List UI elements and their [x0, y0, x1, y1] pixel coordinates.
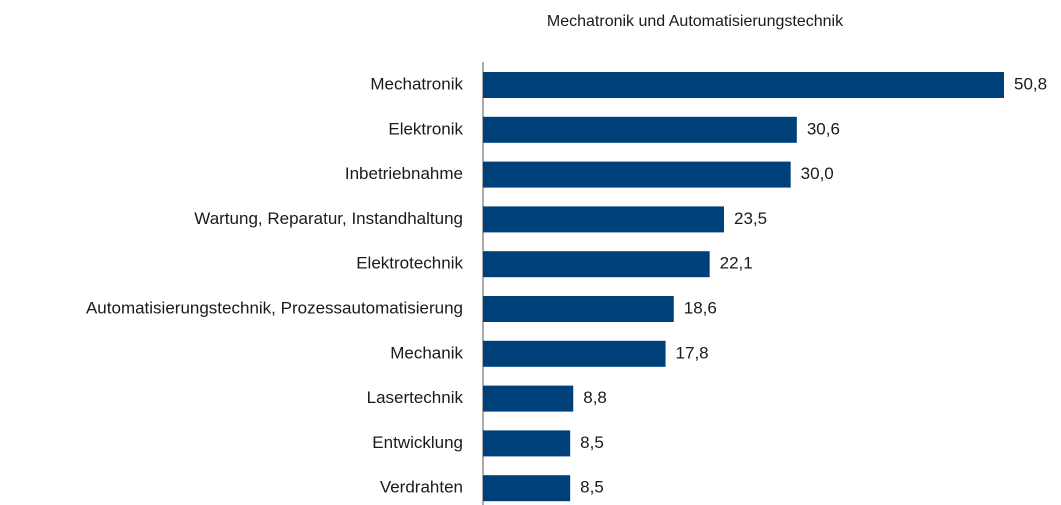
bar [483, 296, 674, 322]
bar [483, 116, 797, 143]
category-label: Inbetriebnahme [345, 164, 463, 183]
value-label: 23,5 [734, 209, 767, 228]
value-label: 50,8 [1014, 74, 1047, 93]
value-label: 8,8 [583, 388, 607, 407]
bar [483, 430, 571, 457]
bar [483, 340, 666, 367]
value-label: 8,5 [580, 433, 604, 452]
value-label: 30,0 [801, 164, 834, 183]
chart-title: Mechatronik und Automatisierungstechnik [547, 13, 844, 30]
value-label: 18,6 [684, 298, 717, 317]
category-label: Entwicklung [372, 433, 463, 452]
bar [483, 72, 1004, 98]
value-label: 22,1 [720, 254, 753, 273]
bar [483, 251, 710, 278]
category-label: Verdrahten [380, 478, 463, 497]
bar [483, 385, 574, 412]
value-label: 17,8 [676, 343, 709, 362]
category-label: Mechatronik [370, 74, 463, 93]
category-label: Mechanik [390, 343, 463, 362]
value-label: 30,6 [807, 119, 840, 138]
category-label: Lasertechnik [367, 388, 464, 407]
bar [483, 206, 725, 233]
category-label: Automatisierungstechnik, Prozessautomati… [86, 298, 463, 317]
category-label: Elektrotechnik [356, 254, 463, 273]
category-label: Elektronik [388, 119, 463, 138]
bar [483, 475, 571, 502]
bar [483, 161, 791, 188]
value-label: 8,5 [580, 478, 604, 497]
category-label: Wartung, Reparatur, Instandhaltung [194, 209, 463, 228]
